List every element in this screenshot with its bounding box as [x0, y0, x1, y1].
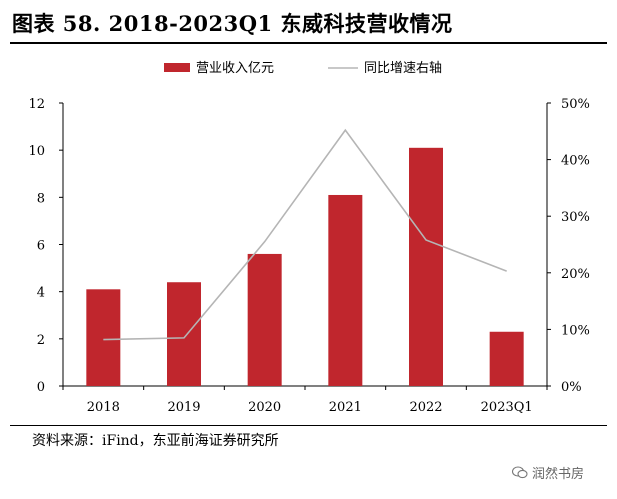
left-tick-label: 4	[37, 286, 45, 301]
right-tick-label: 10%	[561, 323, 590, 338]
x-tick-label: 2020	[248, 400, 281, 415]
chart-axes	[59, 102, 551, 390]
right-tick-label: 50%	[561, 97, 590, 112]
wechat-icon	[512, 466, 528, 479]
bar-2021	[328, 194, 363, 386]
right-tick-label: 40%	[561, 154, 590, 169]
x-tick-label: 2018	[87, 400, 120, 415]
legend-line-label: 同比增速右轴	[364, 61, 442, 76]
watermark: 润然书房	[512, 463, 584, 482]
tick-labels: 0 2 4 6 8 10 12 0% 10% 20% 30% 40% 50% 2018 2019 2020 20…	[28, 97, 589, 415]
left-tick-label: 2	[37, 333, 45, 348]
x-tick-label: 2019	[167, 400, 200, 415]
bar-2023Q1	[489, 331, 524, 386]
left-tick-label: 12	[28, 97, 45, 112]
left-tick-label: 0	[37, 380, 45, 395]
source-note: 资料来源：iFind，东亚前海证券研究所	[32, 433, 279, 449]
chart-title: 图表 58. 2018-2023Q1 东威科技营收情况	[12, 11, 453, 36]
bar-2018	[86, 289, 121, 386]
revenue-chart: 营业收入亿元 同比增速右轴 0 2 4 6 8 10 12 0% 10% 20% 30% 40% 50%…	[28, 61, 589, 415]
x-tick-label: 2022	[409, 400, 442, 415]
left-tick-label: 6	[37, 239, 45, 254]
bar-2022	[409, 147, 443, 386]
right-tick-label: 30%	[561, 210, 590, 225]
growth-line	[103, 128, 507, 341]
legend-bar-label: 营业收入亿元	[196, 61, 274, 76]
title-divider	[10, 42, 607, 44]
left-tick-label: 10	[28, 144, 45, 159]
bar-series	[86, 147, 524, 386]
legend-bar-swatch	[164, 63, 190, 72]
left-tick-label: 8	[37, 191, 45, 206]
source-divider	[10, 425, 607, 426]
bar-2019	[167, 282, 201, 386]
watermark-text: 润然书房	[532, 467, 585, 482]
right-tick-label: 20%	[561, 267, 590, 282]
line-series	[103, 128, 507, 341]
x-tick-label: 2023Q1	[481, 400, 533, 415]
chart-legend: 营业收入亿元 同比增速右轴	[164, 61, 442, 76]
bar-2020	[247, 253, 282, 386]
right-tick-label: 0%	[561, 380, 582, 395]
x-tick-label: 2021	[329, 400, 362, 415]
